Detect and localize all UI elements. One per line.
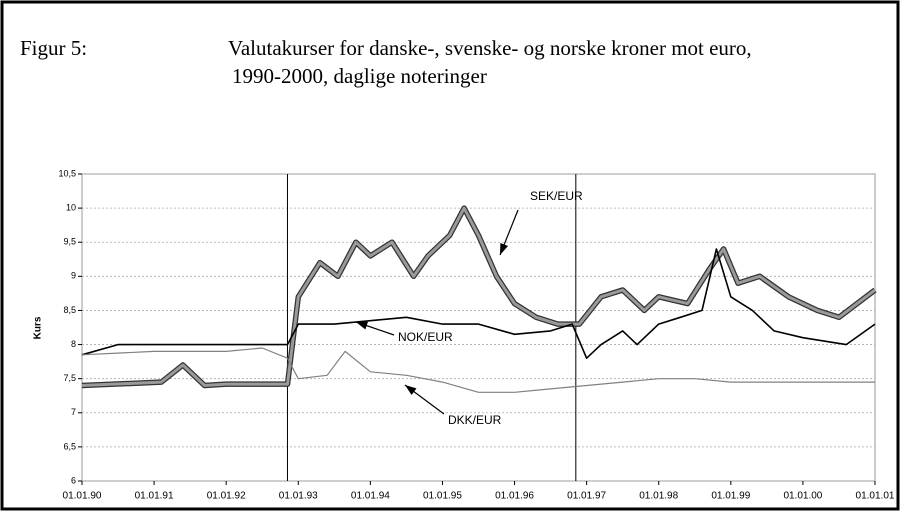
x-tick-label: 01.01.99 xyxy=(711,491,750,502)
y-tick-label: 6 xyxy=(71,475,76,485)
x-tick-label: 01.01.94 xyxy=(351,491,390,502)
arrow-head xyxy=(356,321,368,330)
y-tick-label: 8,5 xyxy=(63,305,76,315)
x-tick-label: 01.01.92 xyxy=(207,491,246,502)
y-tick-label: 7 xyxy=(71,407,76,417)
y-tick-label: 10,5 xyxy=(58,168,76,178)
x-tick-label: 01.01.00 xyxy=(783,491,822,502)
y-axis-label: Kurs xyxy=(33,316,44,339)
x-tick-label: 01.01.90 xyxy=(63,491,102,502)
x-tick-label: 01.01.93 xyxy=(279,491,318,502)
line xyxy=(81,206,876,387)
chart-title: 1990-2000, daglige noteringer xyxy=(232,64,487,88)
y-tick-label: 9,5 xyxy=(63,237,76,247)
line xyxy=(81,347,875,393)
y-tick-label: 7,5 xyxy=(63,373,76,383)
line xyxy=(81,248,876,359)
chart-title: Valutakurser for danske-, svenske- og no… xyxy=(228,36,752,60)
x-tick-label: 01.01.98 xyxy=(639,491,678,502)
annotation: SEK/EUR xyxy=(530,189,583,203)
figure-label: Figur 5: xyxy=(20,36,87,60)
y-tick-label: 9 xyxy=(71,271,76,281)
plot-area xyxy=(81,173,876,482)
arrow-head xyxy=(405,385,417,396)
x-tick-label: 01.01.96 xyxy=(495,491,534,502)
x-tick-label: 01.01.91 xyxy=(135,491,174,502)
x-tick-label: 01.01.97 xyxy=(567,491,606,502)
y-tick-label: 8 xyxy=(71,339,76,349)
arrow-head xyxy=(500,243,509,255)
annotation: DKK/EUR xyxy=(448,413,502,427)
y-tick-label: 10 xyxy=(66,202,76,212)
x-tick-label: 01.01.01 xyxy=(856,491,895,502)
y-tick-label: 6,5 xyxy=(63,441,76,451)
annotation: NOK/EUR xyxy=(398,330,453,344)
x-tick-label: 01.01.95 xyxy=(423,491,462,502)
